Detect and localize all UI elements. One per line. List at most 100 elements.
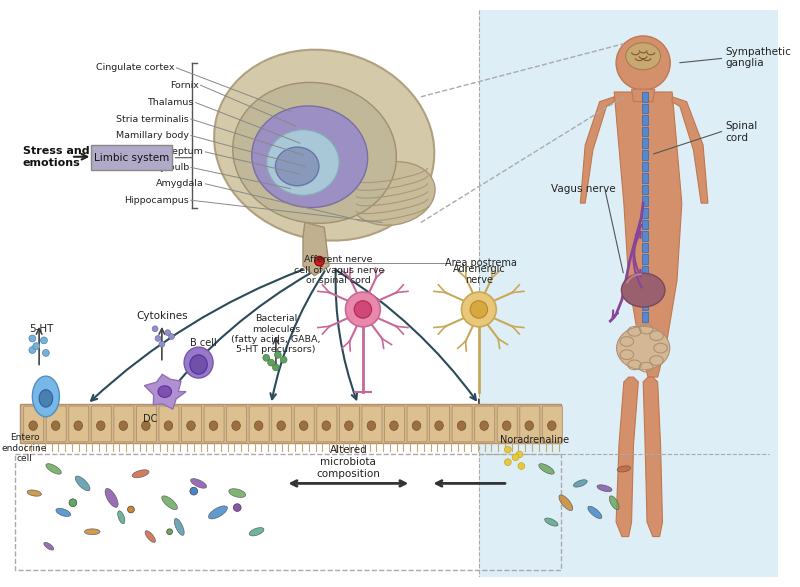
Ellipse shape bbox=[390, 421, 398, 430]
Circle shape bbox=[190, 487, 198, 495]
Ellipse shape bbox=[209, 506, 227, 519]
Ellipse shape bbox=[322, 421, 330, 430]
FancyBboxPatch shape bbox=[91, 145, 173, 170]
Circle shape bbox=[263, 355, 270, 361]
Polygon shape bbox=[479, 10, 778, 577]
Bar bbox=[642, 289, 648, 299]
Ellipse shape bbox=[142, 421, 150, 430]
Bar bbox=[642, 185, 648, 194]
Bar bbox=[642, 278, 648, 287]
Ellipse shape bbox=[145, 531, 155, 542]
Circle shape bbox=[33, 343, 39, 349]
Circle shape bbox=[273, 364, 279, 371]
Ellipse shape bbox=[617, 326, 670, 370]
Text: 5-HT: 5-HT bbox=[30, 324, 54, 334]
Polygon shape bbox=[643, 377, 662, 537]
FancyBboxPatch shape bbox=[69, 406, 89, 442]
Ellipse shape bbox=[233, 82, 396, 223]
Ellipse shape bbox=[480, 421, 489, 430]
Ellipse shape bbox=[502, 421, 511, 430]
Ellipse shape bbox=[39, 390, 53, 407]
Circle shape bbox=[41, 337, 47, 344]
Circle shape bbox=[354, 301, 371, 318]
Ellipse shape bbox=[626, 43, 661, 70]
Circle shape bbox=[314, 257, 324, 266]
Circle shape bbox=[29, 335, 36, 342]
Ellipse shape bbox=[458, 421, 466, 430]
Ellipse shape bbox=[164, 421, 173, 430]
Ellipse shape bbox=[97, 421, 105, 430]
Circle shape bbox=[234, 504, 241, 511]
Polygon shape bbox=[672, 97, 708, 203]
FancyBboxPatch shape bbox=[204, 406, 224, 442]
Text: Area postrema: Area postrema bbox=[445, 258, 517, 268]
Ellipse shape bbox=[56, 508, 70, 517]
Circle shape bbox=[505, 459, 511, 465]
Circle shape bbox=[42, 349, 50, 356]
Text: Mamillary body: Mamillary body bbox=[116, 131, 189, 140]
Text: Spinal
cord: Spinal cord bbox=[726, 121, 758, 143]
Ellipse shape bbox=[105, 488, 118, 507]
Text: Thalamus: Thalamus bbox=[147, 98, 194, 107]
Text: Adrenergic
nerve: Adrenergic nerve bbox=[453, 264, 506, 285]
Text: Stria terminalis: Stria terminalis bbox=[116, 114, 189, 123]
Ellipse shape bbox=[252, 106, 368, 208]
Ellipse shape bbox=[610, 496, 619, 510]
FancyBboxPatch shape bbox=[249, 406, 269, 442]
Circle shape bbox=[268, 359, 274, 366]
Circle shape bbox=[512, 454, 519, 461]
FancyBboxPatch shape bbox=[498, 406, 518, 442]
Text: Afferent nerve
cell of vagus nerve
or spinal cord: Afferent nerve cell of vagus nerve or sp… bbox=[294, 255, 384, 285]
Ellipse shape bbox=[27, 490, 42, 496]
Text: Bacterial
molecules
(fatty acids, GABA,
5-HT precursors): Bacterial molecules (fatty acids, GABA, … bbox=[231, 314, 321, 355]
FancyBboxPatch shape bbox=[114, 406, 134, 442]
Circle shape bbox=[69, 499, 77, 507]
Bar bbox=[642, 139, 648, 148]
Bar bbox=[642, 161, 648, 171]
FancyBboxPatch shape bbox=[159, 406, 179, 442]
Polygon shape bbox=[616, 377, 638, 537]
Ellipse shape bbox=[29, 421, 38, 430]
FancyBboxPatch shape bbox=[474, 406, 494, 442]
Bar bbox=[642, 103, 648, 113]
Bar bbox=[642, 150, 648, 160]
Ellipse shape bbox=[232, 421, 240, 430]
FancyBboxPatch shape bbox=[362, 406, 382, 442]
FancyBboxPatch shape bbox=[137, 406, 157, 442]
Circle shape bbox=[152, 326, 158, 332]
Ellipse shape bbox=[132, 470, 149, 478]
Ellipse shape bbox=[345, 421, 353, 430]
Circle shape bbox=[505, 446, 511, 453]
Circle shape bbox=[159, 342, 165, 347]
Polygon shape bbox=[614, 92, 682, 377]
Bar bbox=[642, 92, 648, 102]
Ellipse shape bbox=[547, 421, 556, 430]
Polygon shape bbox=[580, 97, 614, 203]
Circle shape bbox=[462, 292, 496, 327]
FancyBboxPatch shape bbox=[91, 406, 111, 442]
Ellipse shape bbox=[299, 421, 308, 430]
Text: Noradrenaline: Noradrenaline bbox=[500, 435, 570, 445]
Bar bbox=[642, 208, 648, 218]
Ellipse shape bbox=[190, 478, 206, 488]
Text: Limbic system: Limbic system bbox=[94, 153, 170, 163]
Bar bbox=[642, 301, 648, 311]
FancyBboxPatch shape bbox=[339, 406, 359, 442]
Bar bbox=[642, 197, 648, 206]
Bar bbox=[20, 404, 561, 443]
Ellipse shape bbox=[597, 485, 612, 492]
Ellipse shape bbox=[275, 147, 319, 185]
Ellipse shape bbox=[158, 386, 171, 397]
Bar bbox=[642, 220, 648, 230]
Bar bbox=[15, 454, 561, 571]
FancyBboxPatch shape bbox=[407, 406, 427, 442]
Circle shape bbox=[518, 463, 525, 470]
Circle shape bbox=[29, 347, 36, 353]
Ellipse shape bbox=[74, 421, 82, 430]
Ellipse shape bbox=[214, 50, 434, 241]
Ellipse shape bbox=[545, 518, 558, 526]
Ellipse shape bbox=[617, 466, 630, 472]
FancyBboxPatch shape bbox=[520, 406, 540, 442]
Ellipse shape bbox=[190, 355, 207, 374]
Bar bbox=[642, 312, 648, 322]
